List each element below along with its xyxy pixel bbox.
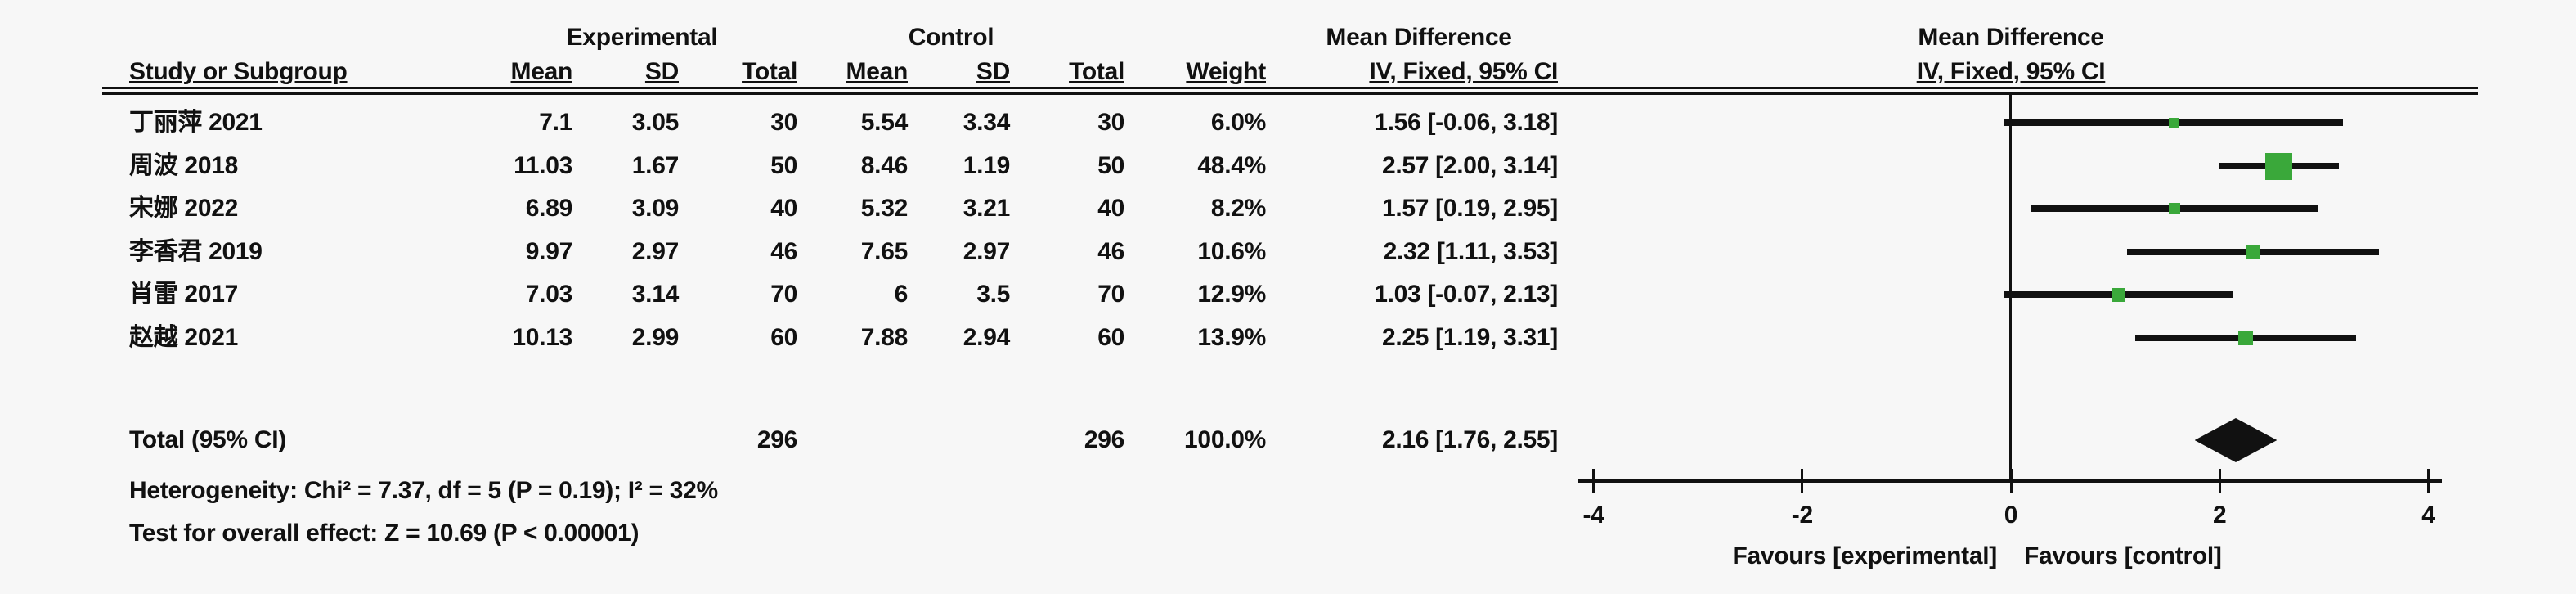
favours-experimental-label: Favours [experimental] xyxy=(1732,542,1997,569)
cell-c_sd: 2.97 xyxy=(963,238,1011,265)
cell-e_sd: 3.09 xyxy=(631,195,680,222)
cell-ci: 2.32 [1.11, 3.53] xyxy=(1383,238,1559,265)
effect-square xyxy=(2246,245,2260,259)
effect-square xyxy=(2265,152,2293,180)
cell-e_sd: 2.99 xyxy=(631,324,680,351)
favours-control-label: Favours [control] xyxy=(2024,542,2222,569)
cell-c_sd: 3.21 xyxy=(963,195,1011,222)
axis-tick xyxy=(2426,469,2430,493)
axis-tick-label: 2 xyxy=(2212,502,2227,529)
cell-weight: 12.9% xyxy=(1197,281,1266,308)
cell-c_mean: 5.32 xyxy=(860,195,909,222)
study-label: 肖雷 2017 xyxy=(129,281,238,308)
zero-reference-line xyxy=(2009,92,2012,481)
cell-c_sd: 2.94 xyxy=(963,324,1011,351)
cell-e_total: 60 xyxy=(770,324,797,351)
study-label: 周波 2018 xyxy=(129,152,238,179)
experimental-group-header: Experimental xyxy=(566,24,718,51)
cell-c_total: 40 xyxy=(1097,195,1124,222)
exp-total-header: Total xyxy=(742,58,797,85)
cell-c_mean: 7.88 xyxy=(860,324,909,351)
cell-e_sd: 3.05 xyxy=(631,109,680,136)
cell-c_sd: 3.5 xyxy=(976,281,1010,308)
pooled-effect-diamond xyxy=(2194,418,2278,462)
cell-weight: 10.6% xyxy=(1197,238,1266,265)
cell-weight: 13.9% xyxy=(1197,324,1266,351)
axis-tick-label: 4 xyxy=(2421,502,2435,529)
axis-tick-label: -2 xyxy=(1791,502,1813,529)
cell-ci: 2.57 [2.00, 3.14] xyxy=(1381,152,1558,179)
cell-c_total: 70 xyxy=(1097,281,1124,308)
cell-c_total: 46 xyxy=(1097,238,1124,265)
control-group-header: Control xyxy=(908,24,994,51)
cell-c_mean: 7.65 xyxy=(860,238,909,265)
cell-c_mean: 5.54 xyxy=(860,109,909,136)
cell-e_mean: 9.97 xyxy=(525,238,573,265)
effect-square xyxy=(2169,118,2179,128)
cell-ci: 2.25 [1.19, 3.31] xyxy=(1381,324,1558,351)
total-exp-total: 296 xyxy=(756,426,797,453)
cell-e_total: 40 xyxy=(770,195,797,222)
mean-difference-text-header: Mean Difference xyxy=(1326,24,1512,51)
axis-tick-label: -4 xyxy=(1582,502,1604,529)
cell-e_total: 50 xyxy=(770,152,797,179)
exp-sd-header: SD xyxy=(644,58,679,85)
cell-weight: 8.2% xyxy=(1210,195,1266,222)
weight-header: Weight xyxy=(1186,58,1266,85)
ctl-total-header: Total xyxy=(1069,58,1124,85)
cell-e_mean: 11.03 xyxy=(514,152,572,179)
cell-e_total: 70 xyxy=(770,281,797,308)
cell-e_mean: 6.89 xyxy=(525,195,573,222)
cell-e_sd: 3.14 xyxy=(631,281,680,308)
cell-e_total: 46 xyxy=(770,238,797,265)
study-label: 丁丽萍 2021 xyxy=(129,109,263,136)
iv-fixed-plot-header: IV, Fixed, 95% CI xyxy=(1916,58,2106,85)
axis-tick xyxy=(2009,469,2013,493)
iv-fixed-text-header: IV, Fixed, 95% CI xyxy=(1369,58,1558,85)
effect-square xyxy=(2238,331,2254,345)
cell-e_total: 30 xyxy=(770,109,797,136)
cell-e_mean: 7.03 xyxy=(525,281,573,308)
effect-square xyxy=(2111,287,2125,302)
cell-e_sd: 1.67 xyxy=(631,152,680,179)
cell-c_total: 30 xyxy=(1097,109,1124,136)
heterogeneity-stat: Heterogeneity: Chi² = 7.37, df = 5 (P = … xyxy=(129,477,718,504)
cell-c_total: 50 xyxy=(1097,152,1124,179)
cell-weight: 48.4% xyxy=(1197,152,1266,179)
axis-tick xyxy=(1592,469,1595,493)
cell-c_sd: 1.19 xyxy=(963,152,1011,179)
cell-ci: 1.57 [0.19, 2.95] xyxy=(1381,195,1558,222)
study-label: 李香君 2019 xyxy=(129,238,263,265)
cell-c_sd: 3.34 xyxy=(963,109,1011,136)
total-ci-text: 2.16 [1.76, 2.55] xyxy=(1381,426,1558,453)
cell-e_mean: 7.1 xyxy=(539,109,572,136)
cell-c_total: 60 xyxy=(1097,324,1124,351)
cell-ci: 1.56 [-0.06, 3.18] xyxy=(1374,109,1558,136)
exp-mean-header: Mean xyxy=(510,58,573,85)
mean-difference-plot-header: Mean Difference xyxy=(1918,24,2104,51)
cell-c_mean: 8.46 xyxy=(860,152,909,179)
cell-e_mean: 10.13 xyxy=(512,324,572,351)
overall-effect-stat: Test for overall effect: Z = 10.69 (P < … xyxy=(129,520,640,547)
ctl-sd-header: SD xyxy=(976,58,1010,85)
axis-tick xyxy=(1801,469,1804,493)
cell-e_sd: 2.97 xyxy=(631,238,680,265)
cell-weight: 6.0% xyxy=(1210,109,1266,136)
cell-ci: 1.03 [-0.07, 2.13] xyxy=(1374,281,1558,308)
total-weight: 100.0% xyxy=(1184,426,1266,453)
study-label: 宋娜 2022 xyxy=(129,195,238,222)
study-or-subgroup-header: Study or Subgroup xyxy=(129,58,348,85)
cell-c_mean: 6 xyxy=(894,281,909,308)
total-ctl-total: 296 xyxy=(1084,426,1124,453)
header-divider-rule xyxy=(102,87,2478,95)
axis-tick-label: 0 xyxy=(2004,502,2018,529)
axis-tick xyxy=(2218,469,2221,493)
total-row-label: Total (95% CI) xyxy=(129,426,286,453)
ctl-mean-header: Mean xyxy=(846,58,909,85)
study-label: 赵越 2021 xyxy=(129,324,238,351)
effect-square xyxy=(2169,203,2181,214)
